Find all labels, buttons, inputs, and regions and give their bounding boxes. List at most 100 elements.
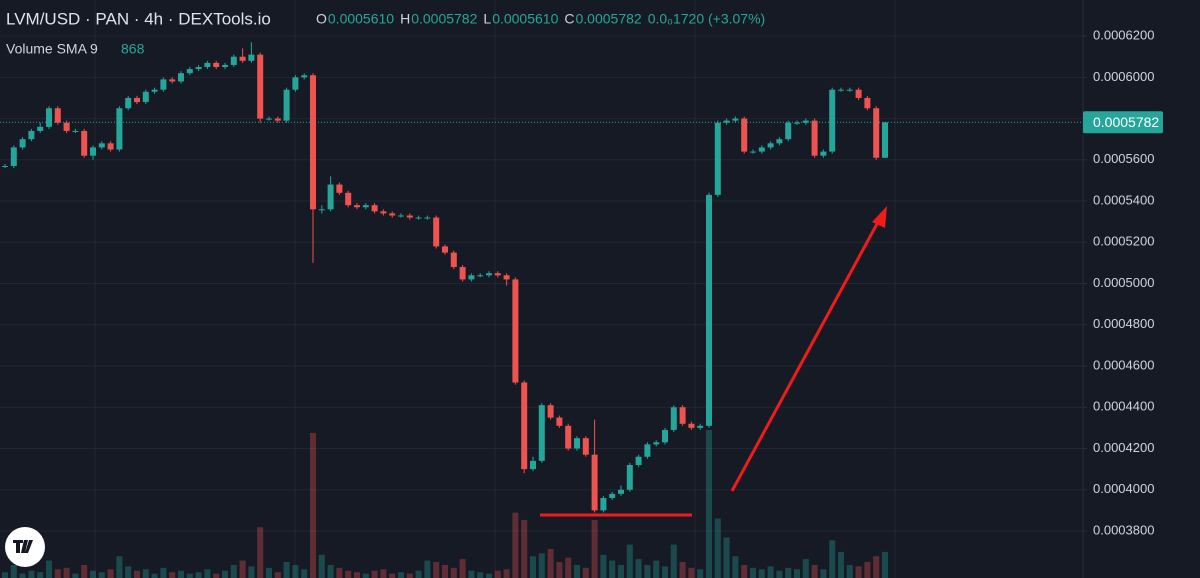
volume-bar <box>829 540 836 578</box>
candles <box>0 42 1083 513</box>
volume-bar <box>257 527 264 578</box>
volume-bar <box>591 519 598 578</box>
candle-body <box>758 147 765 152</box>
candle-body <box>213 62 220 68</box>
candle-body <box>547 405 554 418</box>
volume-bar <box>486 573 492 578</box>
volume-bar <box>406 573 413 578</box>
volume-bar <box>169 572 176 578</box>
candle-body <box>855 89 862 98</box>
candle-body <box>776 139 783 144</box>
y-tick-label: 0.0004400 <box>1093 399 1154 414</box>
y-tick-label: 0.0004600 <box>1093 357 1154 372</box>
y-tick-label: 0.0005600 <box>1093 151 1154 166</box>
volume-bar <box>151 573 158 578</box>
volume-bar <box>697 569 704 578</box>
ohlc-key: O <box>316 11 327 27</box>
logo-mark <box>13 540 33 553</box>
volume-bar <box>741 564 748 578</box>
volume-bar <box>230 564 237 578</box>
volume-bar <box>521 519 528 578</box>
y-tick-label: 0.0005200 <box>1093 234 1154 249</box>
candle-body <box>662 429 668 443</box>
volume-bar <box>855 566 862 578</box>
volume-bar <box>820 569 827 578</box>
candle-body <box>81 130 88 156</box>
volume-bar <box>838 551 844 578</box>
volume-bar <box>864 562 871 578</box>
volume-bar <box>679 562 686 578</box>
candle-body <box>248 54 255 61</box>
volume-bar <box>248 566 255 578</box>
volume-bar <box>125 566 132 578</box>
candle-body <box>609 493 616 498</box>
candle-body <box>134 97 140 103</box>
candle-body <box>653 442 660 445</box>
volume-bar <box>670 544 677 578</box>
candle-body <box>538 405 545 461</box>
volume-bar <box>433 562 440 578</box>
candle-body <box>530 460 536 470</box>
candle-body <box>714 122 721 195</box>
candle-body <box>151 89 158 92</box>
candle-body <box>204 62 211 68</box>
volume-bar <box>582 567 589 578</box>
volume-bar <box>90 570 96 578</box>
candle-body <box>389 213 396 216</box>
volume-bar <box>723 537 730 578</box>
volume-bar <box>626 544 633 578</box>
candle-body <box>222 64 228 68</box>
candle-body <box>600 497 607 511</box>
candle-body <box>239 56 246 61</box>
ohlc-key: C <box>564 11 574 27</box>
candle-body <box>450 252 457 268</box>
volume-bar <box>371 570 378 578</box>
candle-body <box>142 91 149 103</box>
candle-body <box>186 69 193 74</box>
volume-bar <box>116 556 123 578</box>
ohlc-key: L <box>483 11 491 27</box>
volume-bar <box>618 564 624 578</box>
price-axis: 0.00062000.00060000.00058000.00056000.00… <box>1083 28 1163 537</box>
candle-body <box>318 209 325 211</box>
candle-body <box>310 75 316 210</box>
candle-body <box>371 205 378 212</box>
candle-body <box>37 126 44 131</box>
candle-body <box>345 192 352 206</box>
ohlc-value: 0.0005610 <box>492 11 558 27</box>
candle-body <box>90 147 96 156</box>
candle-body <box>327 184 334 210</box>
candle-body <box>257 54 264 119</box>
candle-body <box>116 108 123 150</box>
volume-bar <box>574 564 580 578</box>
volume-bar <box>186 573 193 578</box>
volume-bar <box>46 560 52 578</box>
candle-body <box>723 120 730 123</box>
volume-bar <box>794 569 800 578</box>
candle-body <box>336 184 343 193</box>
volume-bar <box>758 569 765 578</box>
candle-body <box>46 108 52 127</box>
volume-bar <box>530 556 536 578</box>
candle-body <box>574 438 580 449</box>
volume-bar <box>688 567 695 578</box>
candle-body <box>626 464 633 490</box>
volume-bar <box>142 569 149 578</box>
candle-body <box>424 217 431 219</box>
trend-arrow <box>730 221 880 492</box>
candle-body <box>741 118 748 152</box>
ohlc-value: 0.0005782 <box>411 11 477 27</box>
candle-body <box>873 108 880 158</box>
volume-bar <box>494 570 501 578</box>
candle-body <box>820 151 827 156</box>
volume-bar <box>802 559 809 578</box>
volume-bar <box>310 432 316 578</box>
candle-body <box>670 407 677 430</box>
candle-body <box>301 75 308 78</box>
candle-body <box>679 407 686 424</box>
candle-body <box>838 89 844 91</box>
volume-bar <box>459 559 466 578</box>
ohlc-value: 0.0005782 <box>576 11 642 27</box>
